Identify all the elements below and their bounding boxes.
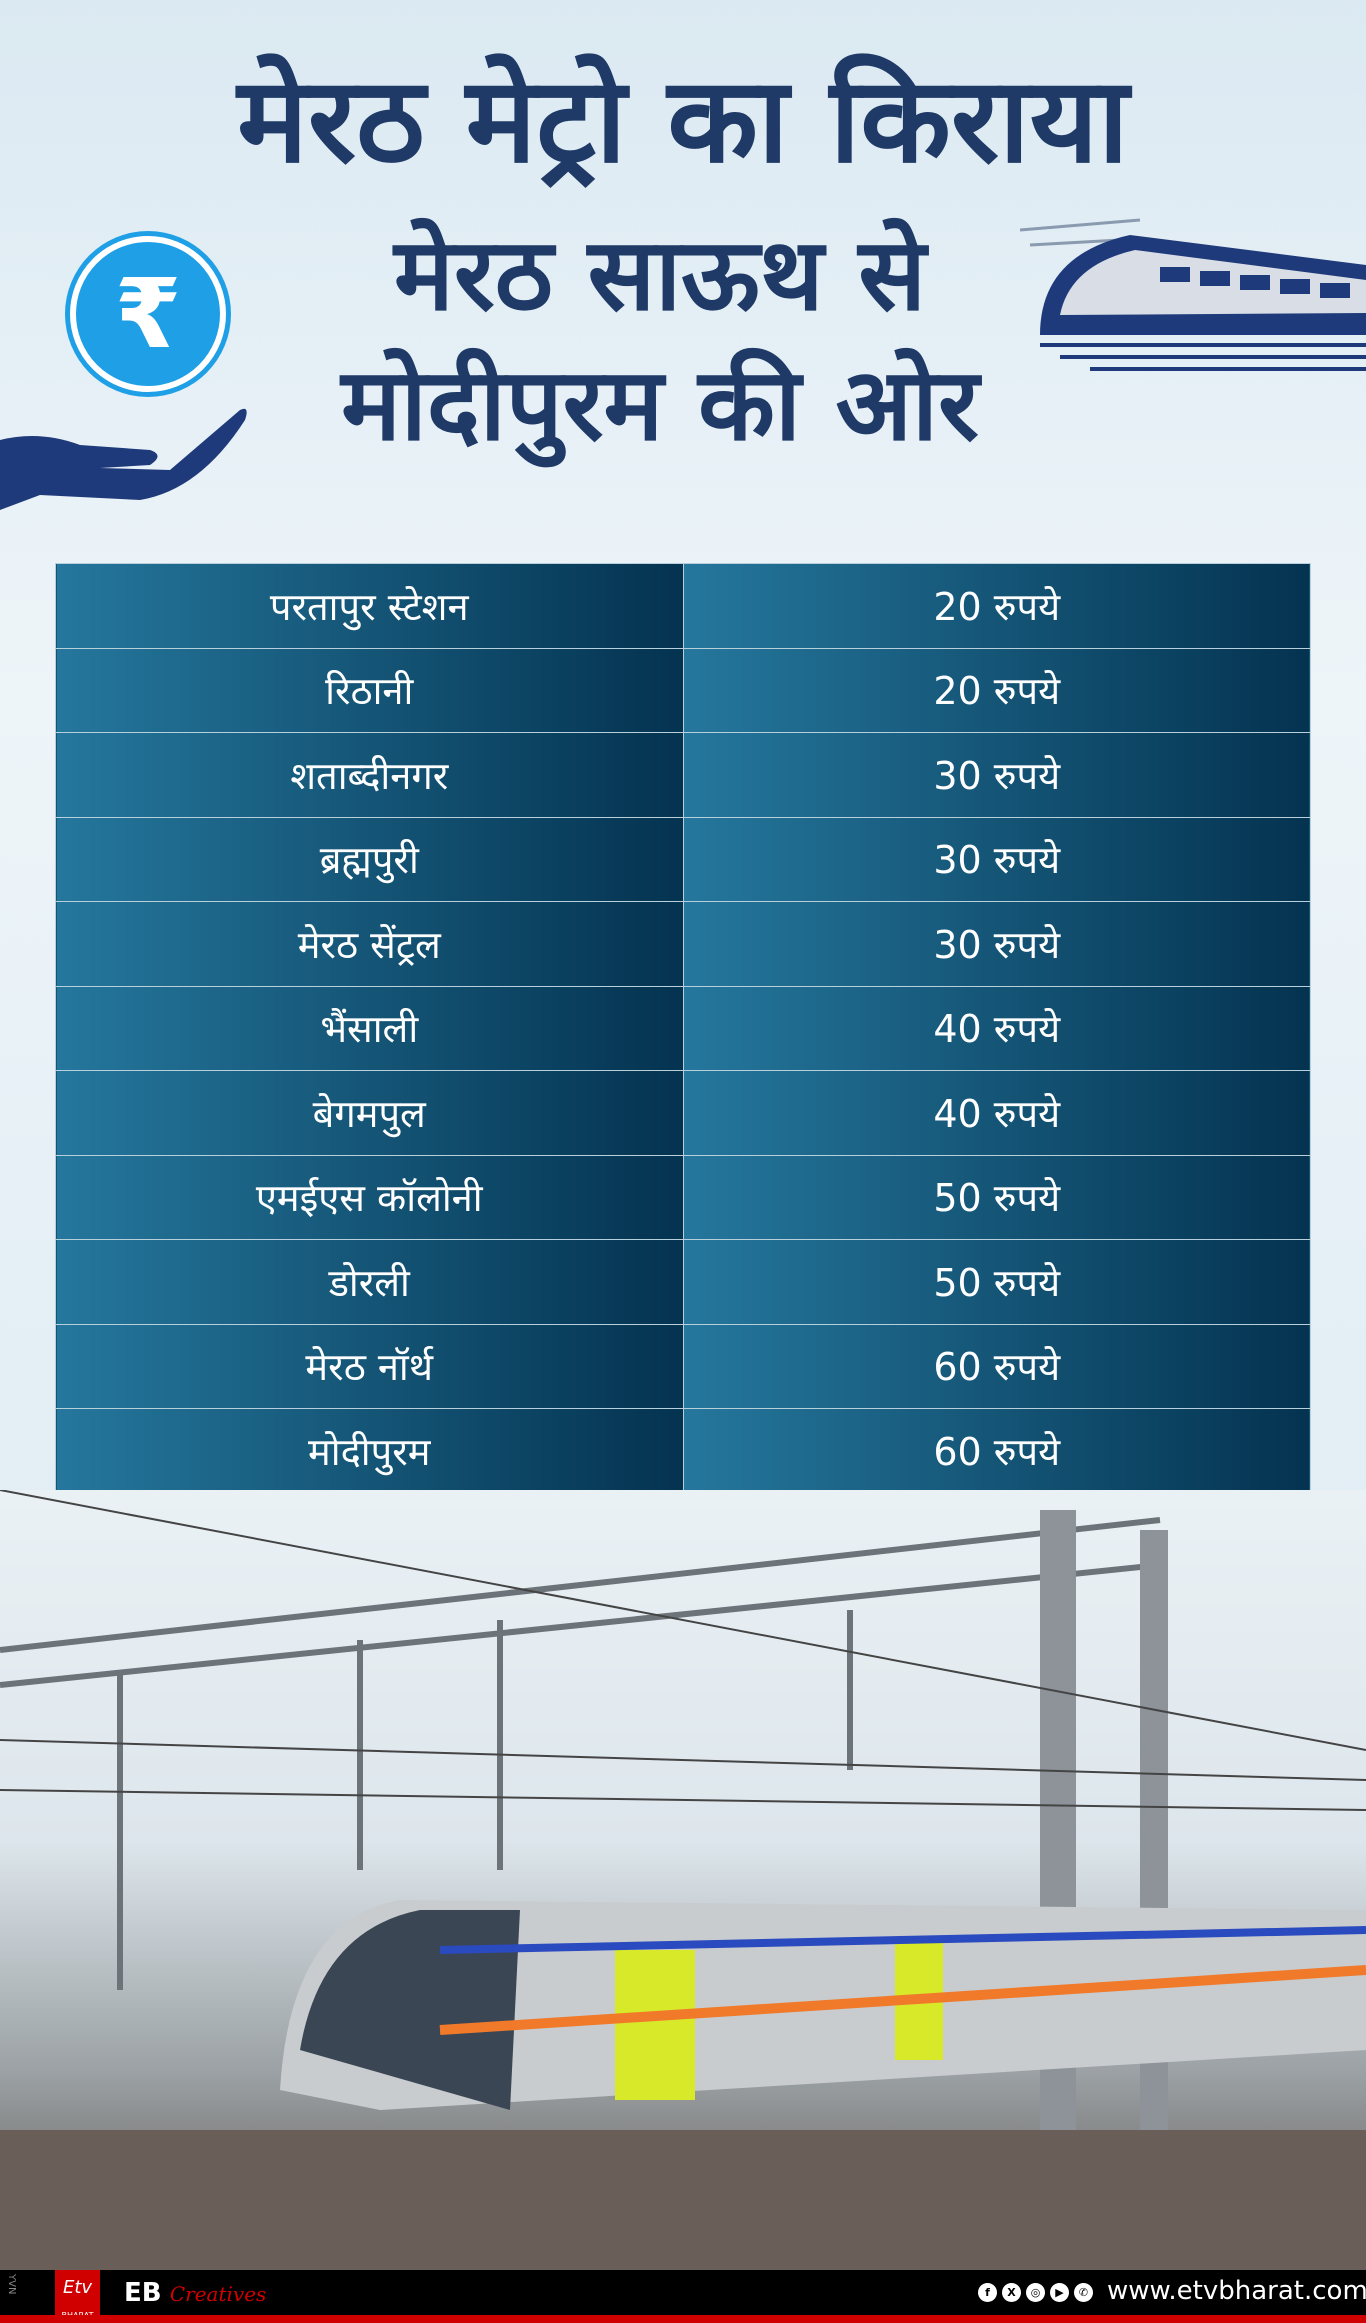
fare-value: 50 रुपये: [682, 1239, 1311, 1325]
fare-value: 30 रुपये: [682, 901, 1311, 987]
fare-value: 50 रुपये: [682, 1154, 1311, 1240]
x-icon[interactable]: X: [1002, 2283, 1021, 2302]
whatsapp-icon[interactable]: ✆: [1074, 2283, 1093, 2302]
table-row: ब्रह्मपुरी 30 रुपये: [55, 816, 1311, 902]
station-name: मेरठ नॉर्थ: [55, 1323, 684, 1409]
table-row: मेरठ नॉर्थ 60 रुपये: [55, 1323, 1311, 1409]
station-name: एमईएस कॉलोनी: [55, 1154, 684, 1240]
station-name: परतापुर स्टेशन: [55, 563, 684, 649]
footer-red-strip: [0, 2315, 1366, 2323]
social-icons: f X ◎ ▶ ✆: [978, 2283, 1093, 2302]
table-row: मेरठ सेंट्रल 30 रुपये: [55, 901, 1311, 987]
website-link[interactable]: www.etvbharat.com: [1107, 2276, 1366, 2306]
fare-value: 20 रुपये: [682, 647, 1311, 733]
fare-value: 30 रुपये: [682, 816, 1311, 902]
station-name: मेरठ सेंट्रल: [55, 901, 684, 987]
fare-table: परतापुर स्टेशन 20 रुपये रिठानी 20 रुपये शताब…: [55, 563, 1311, 1494]
fare-value: 40 रुपये: [682, 985, 1311, 1071]
station-name: मोदीपुरम: [55, 1408, 684, 1494]
table-row: डोरली 50 रुपये: [55, 1239, 1311, 1325]
station-name: रिठानी: [55, 647, 684, 733]
eb-creatives-logo: EB Creatives: [124, 2278, 267, 2308]
fare-value: 30 रुपये: [682, 732, 1311, 818]
facebook-icon[interactable]: f: [978, 2283, 997, 2302]
title-line-2: मेरठ साऊथ से: [394, 216, 926, 333]
station-name: ब्रह्मपुरी: [55, 816, 684, 902]
table-row: शताब्दीनगर 30 रुपये: [55, 732, 1311, 818]
rupee-icon: ₹: [70, 236, 226, 392]
fare-value: 40 रुपये: [682, 1070, 1311, 1156]
footer: YVN EtvBHARAT EB Creatives fX◎▶✆ www.etv…: [0, 2270, 1366, 2323]
fare-value: 20 रुपये: [682, 563, 1311, 649]
instagram-icon[interactable]: ◎: [1026, 2283, 1045, 2302]
table-row: मोदीपुरम 60 रुपये: [55, 1408, 1311, 1494]
fare-value: 60 रुपये: [682, 1323, 1311, 1409]
youtube-icon[interactable]: ▶: [1050, 2283, 1069, 2302]
table-row: भैंसाली 40 रुपये: [55, 985, 1311, 1071]
hand-icon: [0, 408, 247, 510]
station-name: शताब्दीनगर: [55, 732, 684, 818]
table-row: रिठानी 20 रुपये: [55, 647, 1311, 733]
station-name: डोरली: [55, 1239, 684, 1325]
fare-value: 60 रुपये: [682, 1408, 1311, 1494]
station-name: भैंसाली: [55, 985, 684, 1071]
train-icon: [1020, 218, 1366, 371]
title-line-3: मोदीपुरम की ओर: [341, 346, 979, 463]
table-row: एमईएस कॉलोनी 50 रुपये: [55, 1154, 1311, 1240]
table-row: परतापुर स्टेशन 20 रुपये: [55, 563, 1311, 649]
side-text: YVN: [6, 2274, 17, 2295]
title-line-1: मेरठ मेट्रो का किराया: [237, 51, 1129, 189]
table-row: बेगमपुल 40 रुपये: [55, 1070, 1311, 1156]
station-name: बेगमपुल: [55, 1070, 684, 1156]
metro-train-photo: [0, 1490, 1366, 2270]
